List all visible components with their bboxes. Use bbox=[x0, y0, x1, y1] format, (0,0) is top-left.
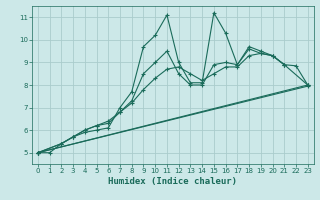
X-axis label: Humidex (Indice chaleur): Humidex (Indice chaleur) bbox=[108, 177, 237, 186]
